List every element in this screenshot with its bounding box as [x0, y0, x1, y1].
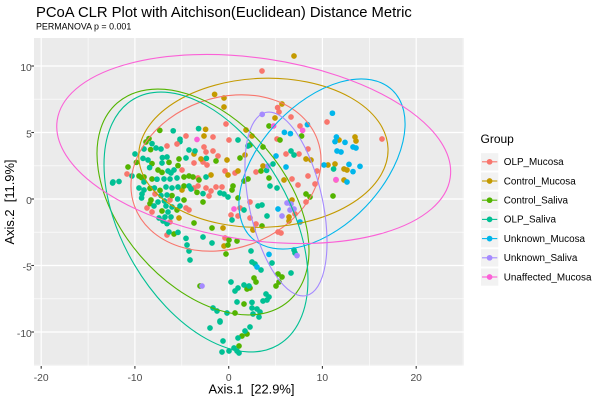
- svg-text:Axis.1 [22.9%]: Axis.1 [22.9%]: [209, 382, 295, 397]
- svg-text:10: 10: [317, 373, 329, 384]
- svg-text:PCoA CLR Plot with Aitchison(E: PCoA CLR Plot with Aitchison(Euclidean) …: [36, 5, 412, 21]
- svg-text:-10: -10: [127, 373, 142, 384]
- svg-text:Group: Group: [481, 132, 515, 146]
- svg-text:Unknown_Mucosa: Unknown_Mucosa: [504, 234, 586, 245]
- svg-text:20: 20: [410, 373, 422, 384]
- svg-text:Unaffected_Mucosa: Unaffected_Mucosa: [504, 272, 592, 283]
- svg-text:Control_Mucosa: Control_Mucosa: [504, 176, 576, 187]
- svg-text:-5: -5: [23, 262, 32, 273]
- svg-text:0: 0: [26, 196, 32, 207]
- svg-text:-10: -10: [17, 329, 32, 340]
- svg-text:-20: -20: [34, 373, 49, 384]
- svg-text:5: 5: [26, 129, 32, 140]
- svg-text:10: 10: [20, 63, 32, 74]
- svg-text:OLP_Mucosa: OLP_Mucosa: [504, 157, 564, 168]
- svg-text:0: 0: [226, 373, 232, 384]
- svg-text:Unknown_Saliva: Unknown_Saliva: [504, 253, 578, 264]
- svg-text:Control_Saliva: Control_Saliva: [504, 196, 569, 207]
- svg-text:PERMANOVA p = 0.001: PERMANOVA p = 0.001: [36, 22, 131, 32]
- svg-text:Axis.2 [11.9%]: Axis.2 [11.9%]: [2, 159, 17, 244]
- svg-text:OLP_Saliva: OLP_Saliva: [504, 215, 557, 226]
